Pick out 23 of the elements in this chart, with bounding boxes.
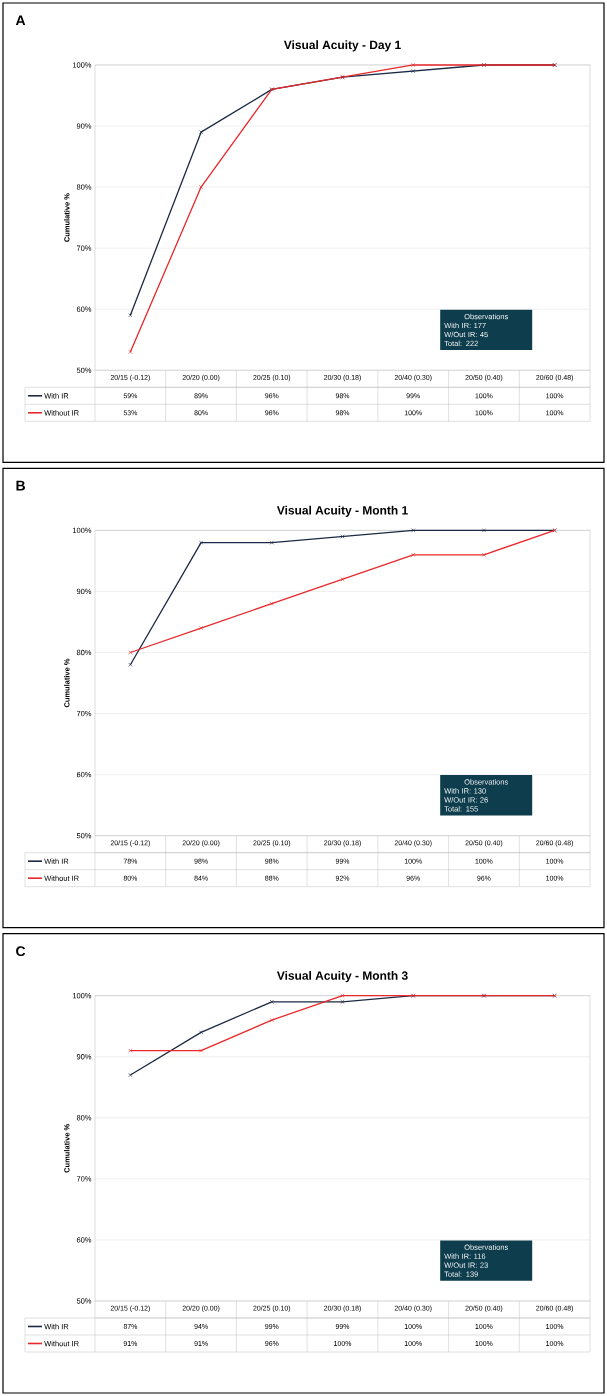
point [481, 528, 486, 533]
text: C [16, 946, 26, 957]
point [411, 552, 416, 557]
chart-title: Visual Acuity - Month 3 [276, 971, 408, 983]
point [411, 62, 416, 68]
chart-title: Visual Acuity - Month 1 [276, 505, 408, 517]
point [269, 601, 274, 606]
point [340, 999, 345, 1004]
point [411, 528, 416, 533]
point [199, 540, 204, 545]
point [269, 1018, 274, 1023]
text: B [16, 480, 25, 491]
point [340, 993, 345, 998]
point [340, 577, 345, 582]
point [199, 1048, 204, 1053]
point [269, 999, 274, 1004]
point [199, 1030, 204, 1035]
text: A [15, 15, 26, 26]
point [269, 540, 274, 545]
point [481, 552, 486, 557]
point [199, 130, 204, 135]
chart-title: Visual Acuity - Day 1 [283, 40, 401, 52]
point [411, 69, 416, 74]
